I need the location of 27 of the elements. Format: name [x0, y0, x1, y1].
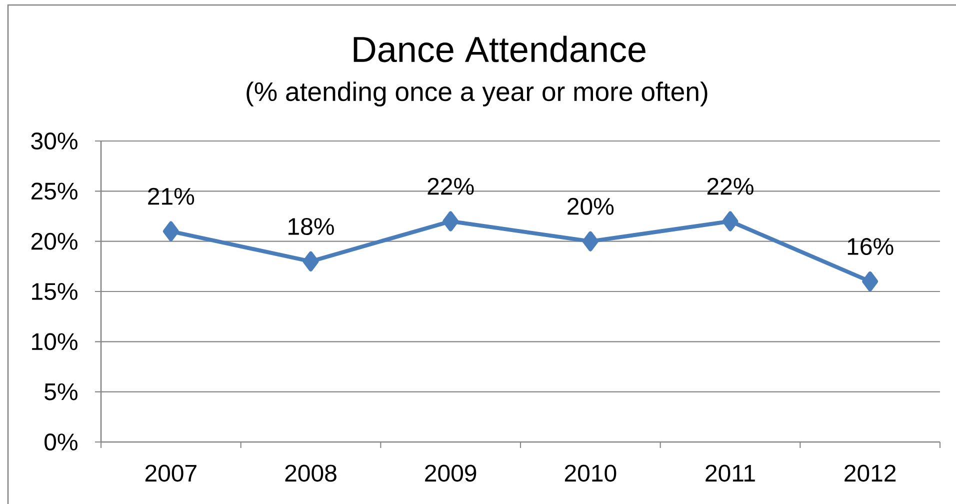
point: [302, 251, 319, 272]
x-tick-label: 2009: [425, 464, 476, 482]
point: [722, 211, 738, 232]
x-tick-label: 2010: [564, 464, 616, 482]
x-tick-label: 2012: [844, 464, 896, 482]
data-label: 16%: [848, 238, 894, 256]
data-label: 18%: [288, 218, 334, 235]
y-tick-label: 15%: [32, 283, 78, 300]
data-label: 20%: [568, 198, 614, 215]
data-label: 21%: [148, 188, 194, 205]
data-label: 22%: [428, 178, 474, 195]
y-tick-label: 10%: [32, 333, 78, 350]
y-tick-label: 0%: [44, 433, 78, 450]
x-tick-label: 2008: [285, 464, 336, 482]
y-tick-label: 30%: [31, 132, 78, 150]
chart-subtitle: (% atending once a year or more often): [246, 82, 708, 106]
chart-title: Dance Attendance: [354, 36, 646, 62]
y-tick-label: 25%: [31, 182, 78, 200]
point: [582, 231, 598, 252]
y-tick-label: 20%: [31, 232, 78, 250]
point: [862, 271, 878, 292]
point: [162, 221, 179, 242]
point: [442, 211, 459, 232]
x-tick-label: 2007: [145, 464, 196, 482]
y-tick-label: 5%: [44, 383, 78, 400]
data-label: 22%: [707, 178, 754, 195]
x-tick-label: 2011: [706, 464, 755, 482]
